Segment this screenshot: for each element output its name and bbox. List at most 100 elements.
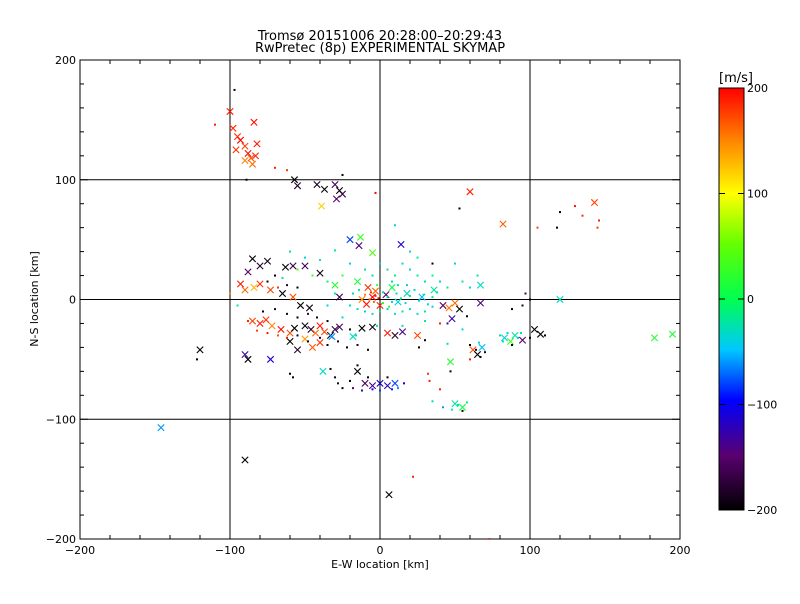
data-point-x xyxy=(518,336,527,344)
data-point-x xyxy=(398,328,407,336)
data-point-x xyxy=(301,262,309,270)
data-point-dot xyxy=(326,280,329,283)
data-point-dot xyxy=(529,298,531,301)
data-point-dot xyxy=(536,226,539,229)
y-tick-labels: −200 −100 0 100 200 xyxy=(46,54,76,546)
data-point-dot xyxy=(341,387,344,390)
colorbar-label: [m/s] xyxy=(719,71,753,86)
data-point-dot xyxy=(451,408,453,411)
data-point-x xyxy=(466,188,474,196)
data-point-dot xyxy=(409,294,411,297)
x-tick-label: −200 xyxy=(65,544,95,557)
data-point-x xyxy=(244,268,252,276)
data-point-dot xyxy=(484,351,486,354)
data-point-x xyxy=(290,176,299,184)
data-point-x xyxy=(394,298,402,306)
data-point-dot xyxy=(374,191,377,194)
data-point-dot xyxy=(364,268,366,271)
data-point-dot xyxy=(428,379,431,382)
colorbar-tick-label: 0 xyxy=(747,293,754,306)
data-point-dot xyxy=(401,324,404,327)
data-point-dot xyxy=(439,322,441,325)
data-point-dot xyxy=(391,388,393,391)
data-point-dot xyxy=(449,370,452,373)
data-point-x xyxy=(289,262,297,270)
data-point-dot xyxy=(424,339,426,342)
data-point-dot xyxy=(520,332,522,335)
data-point-dot xyxy=(367,348,369,351)
data-point-x xyxy=(368,249,377,257)
data-point-dot xyxy=(454,262,456,265)
data-point-dot xyxy=(416,256,419,259)
data-point-x xyxy=(229,124,237,132)
data-point-x xyxy=(383,329,392,337)
data-point-x xyxy=(316,339,324,347)
data-point-dot xyxy=(386,268,389,271)
data-point-x xyxy=(536,330,545,338)
data-point-dot xyxy=(274,166,276,169)
y-tick-label: 100 xyxy=(55,174,76,187)
data-point-dot xyxy=(326,344,329,347)
data-point-x xyxy=(451,299,459,307)
data-point-dot xyxy=(466,315,468,318)
data-point-x xyxy=(277,325,285,334)
data-point-dot xyxy=(424,320,426,323)
data-point-dot xyxy=(367,376,369,379)
data-point-x xyxy=(296,301,305,310)
data-point-dot xyxy=(424,310,426,313)
data-point-x xyxy=(383,382,392,390)
data-point-x xyxy=(241,142,249,150)
data-point-x xyxy=(226,107,234,116)
data-point-dot xyxy=(559,211,561,214)
data-point-dot xyxy=(379,310,381,313)
data-point-dot xyxy=(529,336,531,339)
data-point-dot xyxy=(296,334,299,337)
data-point-x xyxy=(353,277,362,286)
data-point-x xyxy=(236,280,245,288)
data-point-x xyxy=(293,182,302,190)
data-point-x xyxy=(413,331,422,340)
data-point-x xyxy=(358,324,366,332)
data-point-dot xyxy=(397,284,399,287)
data-point-x xyxy=(266,355,275,363)
data-point-x xyxy=(368,382,377,390)
data-point-dot xyxy=(409,250,411,253)
data-point-dot xyxy=(371,312,374,315)
data-point-x xyxy=(368,323,377,331)
data-point-dot xyxy=(289,372,291,375)
data-point-x xyxy=(356,233,365,241)
data-point-dot xyxy=(386,308,389,311)
data-point-x xyxy=(256,262,264,270)
data-point-dot xyxy=(376,284,378,287)
data-point-dot xyxy=(349,304,351,307)
data-point-dot xyxy=(446,322,449,325)
chart-title: Tromsø 20151006 20:28:00–20:29:43 xyxy=(257,29,502,44)
data-point-dot xyxy=(479,355,482,358)
data-point-dot xyxy=(386,376,389,379)
data-point-x xyxy=(320,185,329,193)
data-point-x xyxy=(256,280,264,288)
data-point-dot xyxy=(502,340,504,343)
data-point-dot xyxy=(446,342,449,345)
data-point-dot xyxy=(286,312,288,315)
data-point-x xyxy=(445,304,453,312)
data-point-x xyxy=(308,343,317,351)
data-point-dot xyxy=(274,308,276,311)
data-point-dot xyxy=(581,214,584,217)
x-tick-label: −100 xyxy=(215,544,245,557)
data-point-dot xyxy=(469,286,471,289)
data-point-x xyxy=(311,329,320,337)
y-tick-label: −200 xyxy=(46,533,76,546)
data-point-dot xyxy=(391,300,393,303)
data-point-dot xyxy=(397,387,399,390)
data-point-dot xyxy=(277,286,279,289)
data-point-x xyxy=(362,300,371,308)
data-point-x xyxy=(244,355,252,363)
data-point-dot xyxy=(394,274,396,277)
data-point-dot xyxy=(461,328,464,331)
x-axis-label: E-W location [km] xyxy=(331,558,429,571)
data-point-dot xyxy=(427,372,429,375)
data-point-dot xyxy=(469,344,471,347)
